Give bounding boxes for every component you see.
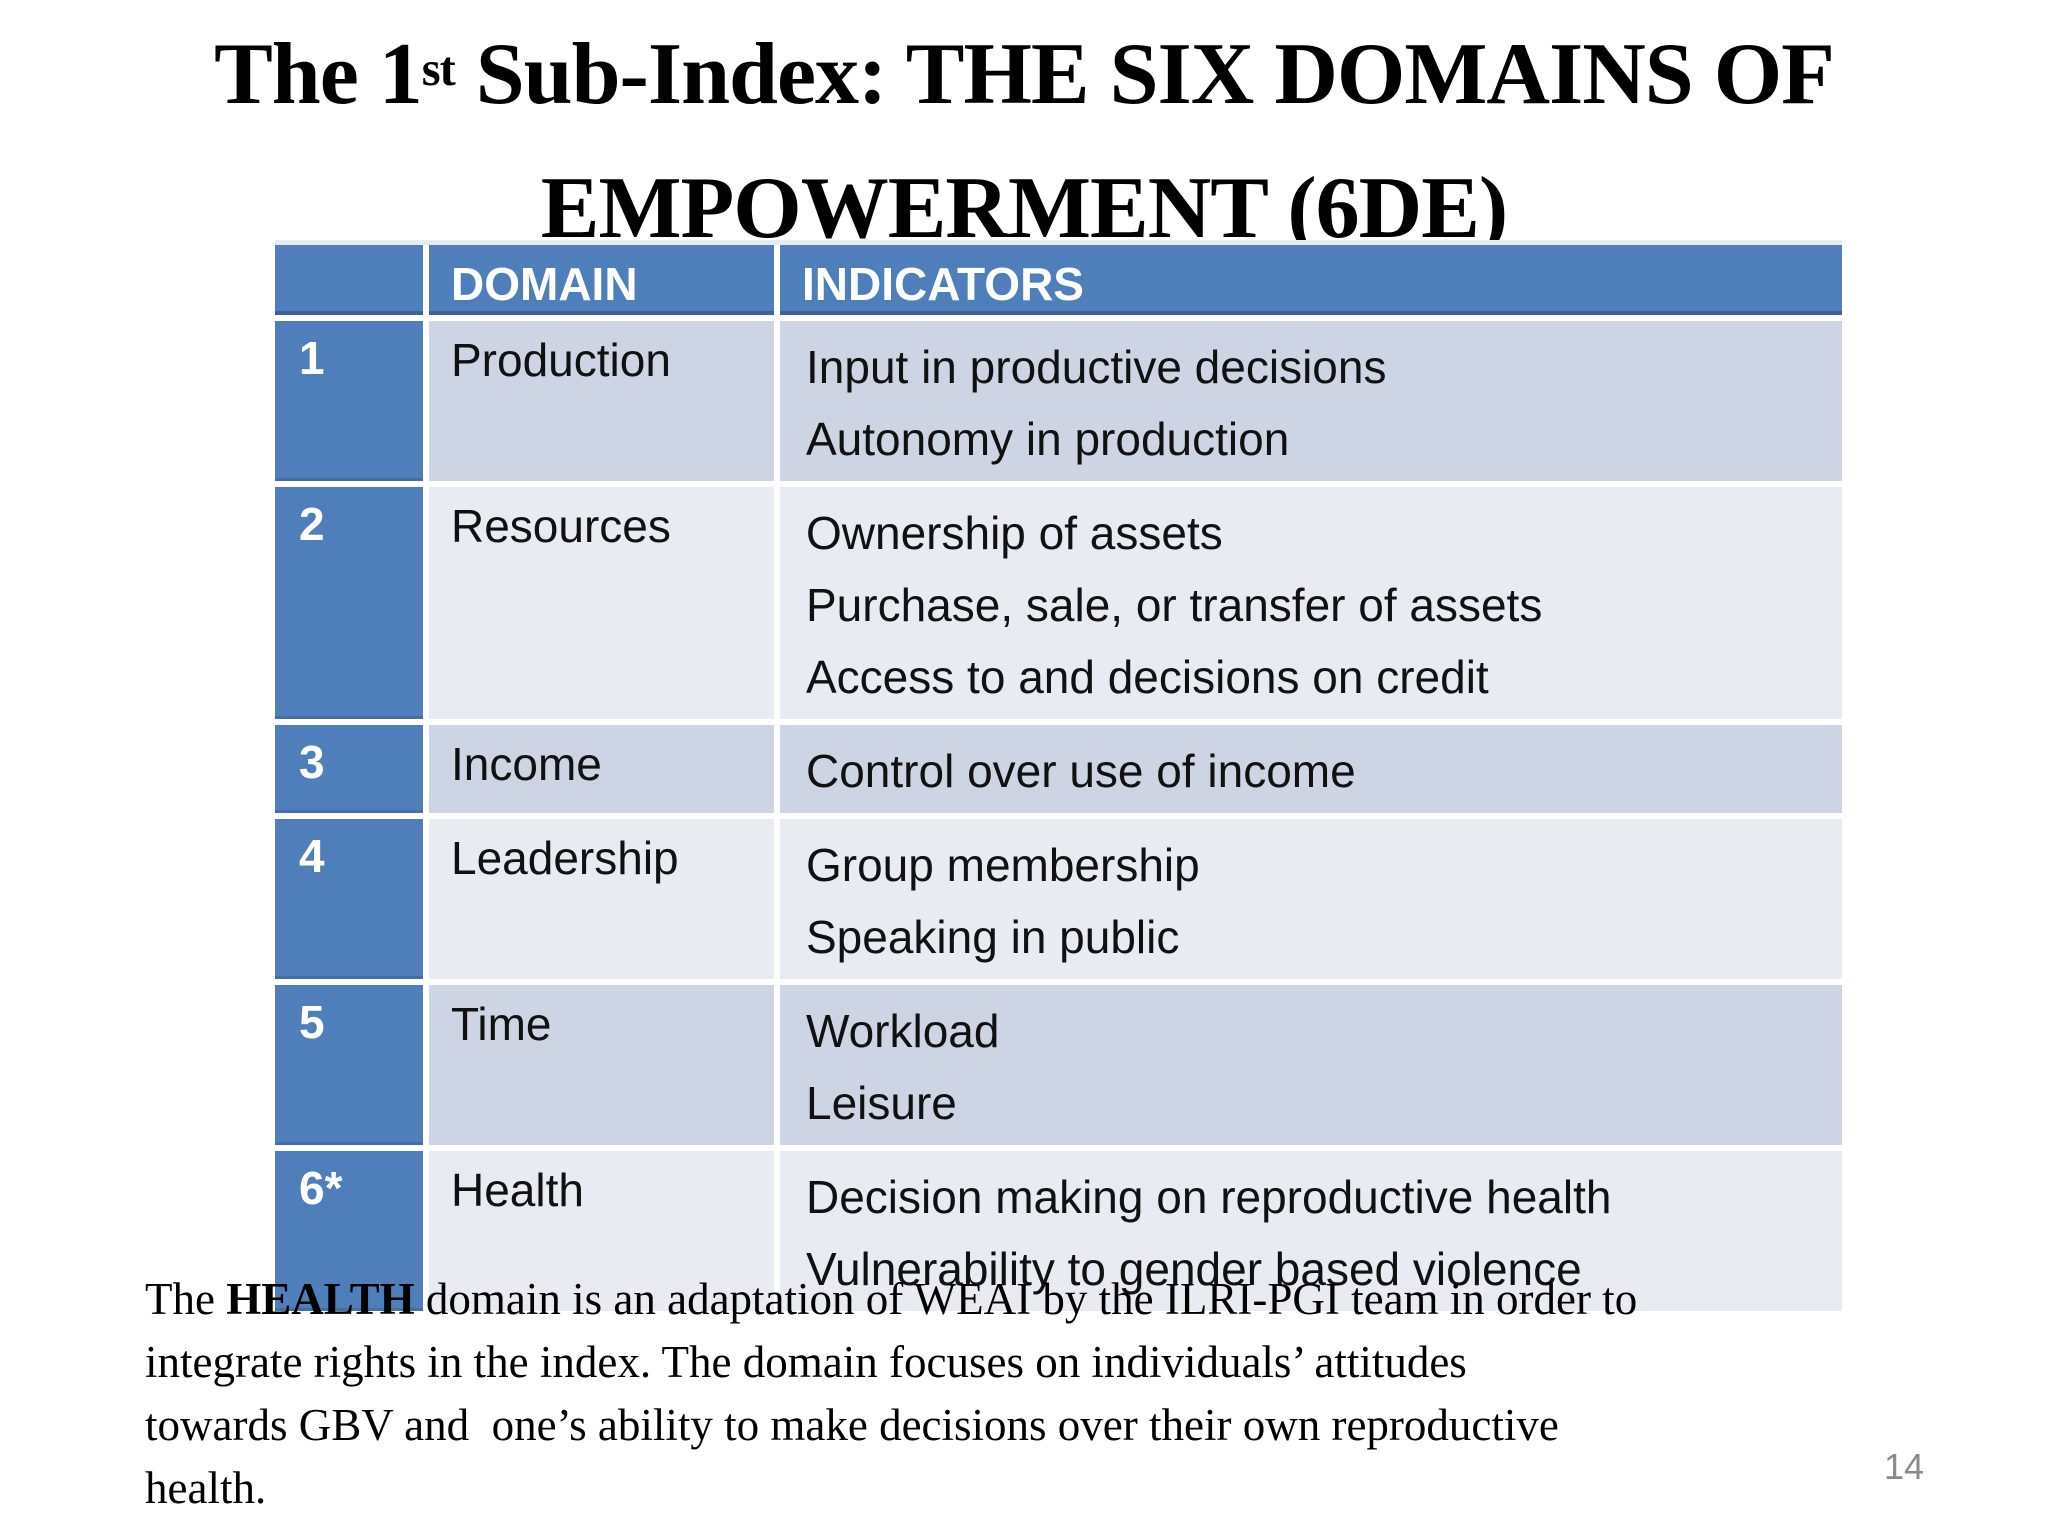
header-cell-domain: DOMAIN xyxy=(429,245,780,321)
title-superscript: st xyxy=(421,42,456,96)
footer-line-2: integrate rights in the index. The domai… xyxy=(145,1337,1467,1387)
title-line-1-rest: Sub-Index: THE SIX DOMAINS OF xyxy=(454,26,1835,123)
indicator-line: Workload xyxy=(806,1005,1000,1057)
title-line-1: The 1st Sub-Index: THE SIX DOMAINS OF xyxy=(0,14,2048,148)
indicator-line: Leisure xyxy=(806,1077,957,1129)
indicator-line: Input in productive decisions xyxy=(806,341,1387,393)
indicator-line: Speaking in public xyxy=(806,911,1180,963)
row-number-cell: 5 xyxy=(275,985,429,1151)
table-row-income: 3 Income Control over use of income xyxy=(275,725,1842,819)
footer-line-1: The HEALTH domain is an adaptation of WE… xyxy=(145,1268,1637,1331)
indicators-cell: Control over use of income xyxy=(780,725,1842,819)
indicator-line: Group membership xyxy=(806,839,1200,891)
indicator-line: Purchase, sale, or transfer of assets xyxy=(806,579,1543,631)
indicator-line: Decision making on reproductive health xyxy=(806,1171,1612,1223)
footer-health-bold: HEALTH xyxy=(226,1274,415,1324)
domain-cell: Health xyxy=(429,1151,780,1317)
footer-line-1-pre: The xyxy=(145,1274,227,1324)
six-domains-table: DOMAIN INDICATORS 1 Production Input in … xyxy=(275,240,1842,1317)
indicator-line: Control over use of income xyxy=(806,745,1356,797)
indicators-cell: Decision making on reproductive health V… xyxy=(780,1151,1842,1317)
indicators-cell: Ownership of assets Purchase, sale, or t… xyxy=(780,487,1842,725)
domain-cell: Production xyxy=(429,321,780,487)
indicator-line: Ownership of assets xyxy=(806,507,1223,559)
indicators-cell: Group membership Speaking in public xyxy=(780,819,1842,985)
indicator-line: Vulnerability to gender based violence xyxy=(806,1243,1582,1295)
footer-line-3: towards GBV and one’s ability to make de… xyxy=(145,1400,1559,1450)
table-header-row: DOMAIN INDICATORS xyxy=(275,245,1842,321)
row-number-cell: 2 xyxy=(275,487,429,725)
domain-cell: Leadership xyxy=(429,819,780,985)
indicator-line: Access to and decisions on credit xyxy=(806,651,1489,703)
table-row-health: 6* Health Decision making on reproductiv… xyxy=(275,1151,1842,1317)
header-cell-indicators: INDICATORS xyxy=(780,245,1842,321)
footer-line-4: health. xyxy=(145,1463,267,1513)
indicators-cell: Workload Leisure xyxy=(780,985,1842,1151)
header-cell-number xyxy=(275,245,429,321)
footer-paragraph: The HEALTH domain is an adaptation of WE… xyxy=(145,1268,1637,1520)
domain-cell: Income xyxy=(429,725,780,819)
page-number: 14 xyxy=(1884,1446,1925,1487)
slide-title: The 1st Sub-Index: THE SIX DOMAINS OF EM… xyxy=(0,14,2048,269)
table-row-production: 1 Production Input in productive decisio… xyxy=(275,321,1842,487)
row-number-cell: 3 xyxy=(275,725,429,819)
footer-line-1-rest: domain is an adaptation of WEAI by the I… xyxy=(414,1274,1638,1324)
row-number-cell: 1 xyxy=(275,321,429,487)
table-row-leadership: 4 Leadership Group membership Speaking i… xyxy=(275,819,1842,985)
table-row-time: 5 Time Workload Leisure xyxy=(275,985,1842,1151)
table-row-resources: 2 Resources Ownership of assets Purchase… xyxy=(275,487,1842,725)
domain-cell: Resources xyxy=(429,487,780,725)
row-number-cell: 6* xyxy=(275,1151,429,1317)
indicators-cell: Input in productive decisions Autonomy i… xyxy=(780,321,1842,487)
row-number-cell: 4 xyxy=(275,819,429,985)
title-line-1-text: The 1 xyxy=(214,26,423,123)
indicator-line: Autonomy in production xyxy=(806,413,1290,465)
domain-cell: Time xyxy=(429,985,780,1151)
